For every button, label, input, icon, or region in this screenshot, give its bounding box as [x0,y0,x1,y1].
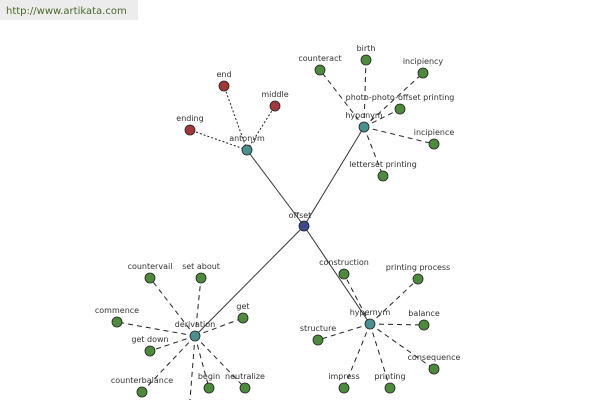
leaf-node [203,382,215,394]
leaf-label: get down [131,335,168,344]
leaf-label: end [216,70,231,79]
child-edge [363,108,401,128]
relation-node [364,318,376,330]
child-edge [194,335,246,389]
leaf-label: neutralize [225,372,265,381]
leaf-label: countervail [128,262,173,271]
child-edge [369,323,425,326]
url-box [0,0,138,20]
leaf-label: photo-photo-offset printing [346,93,455,102]
leaf-label: consequence [408,353,461,362]
relation-label: antonym [229,134,265,143]
main-edge [194,225,305,337]
leaf-label: ending [176,114,203,123]
url: http://www.artikata.com [6,6,127,17]
child-edge [369,278,419,325]
relation-label: hypernym [350,308,391,317]
child-edge [246,105,276,151]
leaf-label: get [236,302,249,311]
leaf-label: commence [95,306,139,315]
leaf-label: balance [408,309,440,318]
leaf-label: birth [357,44,376,53]
leaf-node [417,67,429,79]
leaf-label: counterbalance [111,376,173,385]
leaf-node [144,272,156,284]
leaf-node [184,124,196,136]
leaf-label: incipiency [403,57,444,66]
relation-label: derivation [175,320,215,329]
leaf-label: middle [261,90,288,99]
leaf-label: impress [328,372,359,381]
relation-node [241,144,253,156]
nodes: end middle ending antonym counteract birth inc… [95,44,461,398]
leaf-node [384,382,396,394]
leaf-label: counteract [298,54,341,63]
leaf-node [412,273,424,285]
main-edge [303,225,371,325]
leaf-node [360,54,372,66]
child-edge [363,72,424,128]
main-edge [246,149,305,227]
leaf-node [195,272,207,284]
leaf-node [269,100,281,112]
child-edge [369,323,435,370]
child-edge [363,59,367,128]
leaf-node [394,103,406,115]
relation-node [189,330,201,342]
child-edge [194,277,202,337]
leaf-label: incipience [414,128,455,137]
leaf-node [314,64,326,76]
child-edge [149,335,196,352]
leaf-label: set about [182,262,220,271]
leaf-node [237,312,249,324]
leaf-node [428,138,440,150]
child-edge [369,323,391,389]
main-edge [303,126,365,227]
leaf-node [144,345,156,357]
leaf-node [428,363,440,375]
center-node [298,220,310,232]
leaf-label: printing [374,372,405,381]
leaf-label: structure [300,324,336,333]
child-edge [343,273,371,325]
child-edge [317,323,371,341]
leaf-node [218,80,230,92]
leaf-node [338,268,350,280]
leaf-node [111,316,123,328]
edges [116,59,435,400]
leaf-label: letterset printing [349,160,417,169]
leaf-label: construction [319,258,369,267]
child-edge [319,69,365,128]
leaf-node [418,319,430,331]
relation-label: hyponym [345,111,383,120]
relation-node [358,121,370,133]
leaf-node [312,334,324,346]
child-edge [343,323,371,389]
leaf-label: begin [198,372,220,381]
leaf-node [338,382,350,394]
child-edge [189,335,196,400]
leaf-node [377,170,389,182]
leaf-node [136,386,148,398]
child-edge [116,321,196,337]
center-label: offset [289,211,312,220]
child-edge [141,335,196,393]
leaf-node [239,382,251,394]
child-edge [363,126,435,145]
child-edge [149,277,196,337]
child-edge [223,85,248,151]
leaf-label: printing process [386,263,450,272]
